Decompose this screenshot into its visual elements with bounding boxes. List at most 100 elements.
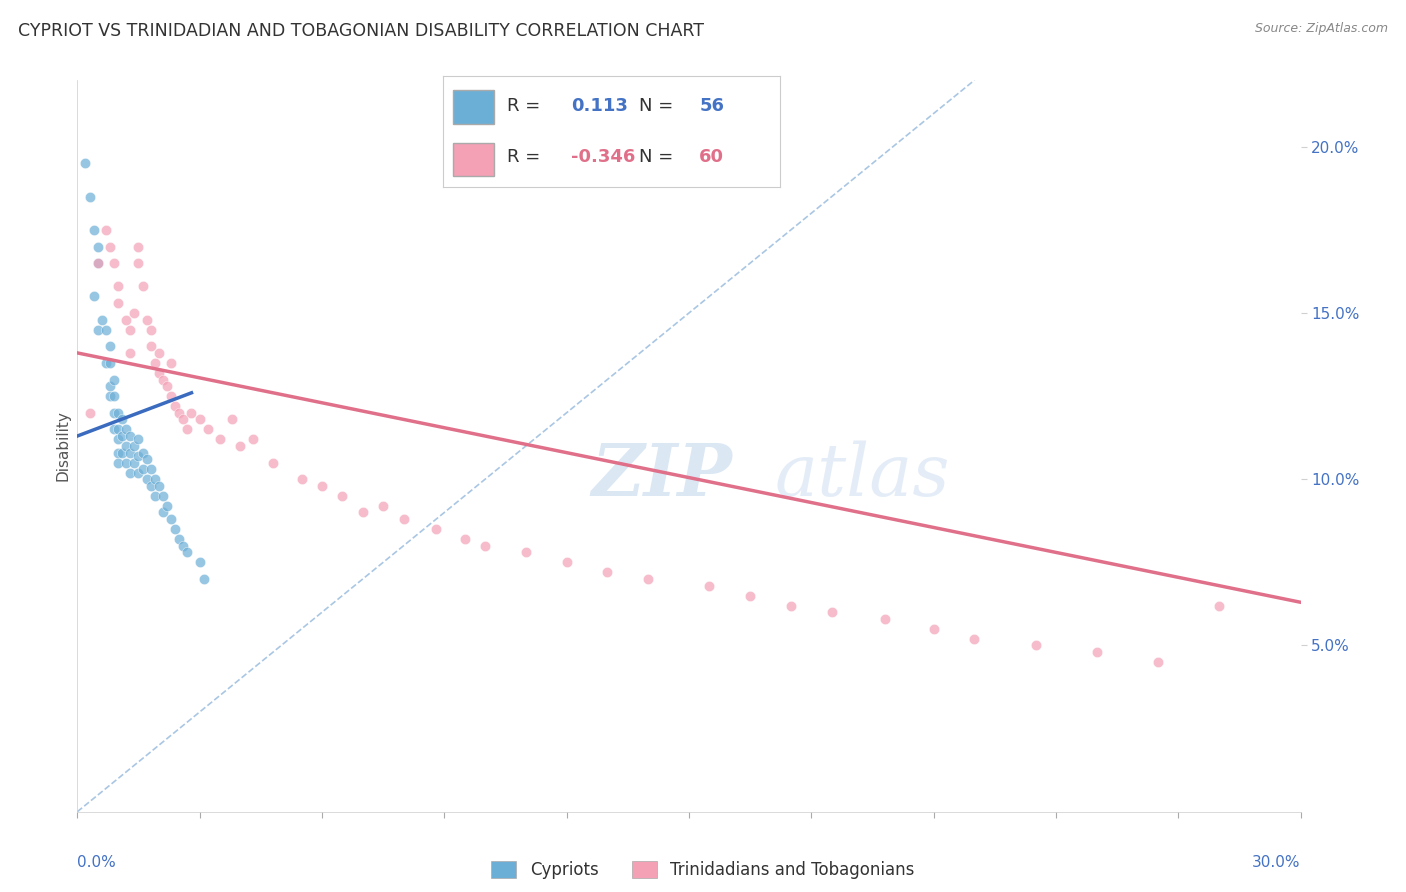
Point <box>152 506 174 520</box>
Point <box>135 452 157 467</box>
Point <box>176 422 198 436</box>
Point <box>352 506 374 520</box>
Point <box>1085 645 1108 659</box>
Point <box>83 289 105 303</box>
Point <box>242 433 264 447</box>
Point <box>107 456 129 470</box>
Y-axis label: Disability: Disability <box>55 410 70 482</box>
Point <box>94 323 117 337</box>
Text: ZIP: ZIP <box>591 440 733 511</box>
Text: R =: R = <box>508 97 540 115</box>
FancyBboxPatch shape <box>453 90 494 124</box>
Point <box>637 572 659 586</box>
Point <box>120 445 142 459</box>
Point <box>124 456 146 470</box>
Text: atlas: atlas <box>775 440 950 510</box>
Point <box>128 449 150 463</box>
Point <box>143 489 166 503</box>
Point <box>160 512 183 526</box>
Point <box>135 472 157 486</box>
Point <box>555 555 578 569</box>
Point <box>169 406 191 420</box>
Point <box>209 433 232 447</box>
Point <box>740 589 762 603</box>
Point <box>165 399 187 413</box>
Point <box>821 605 844 619</box>
Point <box>131 462 153 476</box>
Point <box>332 489 354 503</box>
Point <box>143 356 166 370</box>
Text: 0.0%: 0.0% <box>77 855 117 870</box>
Point <box>371 499 394 513</box>
Point <box>120 466 142 480</box>
Point <box>221 412 243 426</box>
Point <box>128 433 150 447</box>
Point <box>128 239 150 253</box>
Point <box>515 545 537 559</box>
Point <box>87 239 110 253</box>
Point <box>156 379 179 393</box>
Text: Source: ZipAtlas.com: Source: ZipAtlas.com <box>1254 22 1388 36</box>
Point <box>1208 599 1230 613</box>
Text: CYPRIOT VS TRINIDADIAN AND TOBAGONIAN DISABILITY CORRELATION CHART: CYPRIOT VS TRINIDADIAN AND TOBAGONIAN DI… <box>18 22 704 40</box>
Text: 30.0%: 30.0% <box>1253 855 1301 870</box>
Point <box>156 499 179 513</box>
Point <box>111 429 134 443</box>
Point <box>115 439 138 453</box>
Point <box>124 439 146 453</box>
Point <box>392 512 415 526</box>
Point <box>143 472 166 486</box>
Point <box>135 312 157 326</box>
Point <box>87 256 110 270</box>
Point <box>139 479 162 493</box>
Point <box>780 599 803 613</box>
Point <box>103 256 125 270</box>
Point <box>193 572 215 586</box>
Point <box>165 522 187 536</box>
Point <box>197 422 219 436</box>
Point <box>139 462 162 476</box>
Point <box>474 539 496 553</box>
Point <box>115 312 138 326</box>
Point <box>152 489 174 503</box>
Point <box>120 323 142 337</box>
Point <box>291 472 314 486</box>
Point <box>311 479 333 493</box>
Text: 56: 56 <box>699 97 724 115</box>
Point <box>128 256 150 270</box>
Point <box>262 456 284 470</box>
Point <box>148 346 170 360</box>
Point <box>176 545 198 559</box>
Point <box>75 156 97 170</box>
FancyBboxPatch shape <box>453 143 494 177</box>
Point <box>152 372 174 386</box>
Point <box>454 532 477 546</box>
Point <box>98 389 121 403</box>
Point <box>229 439 252 453</box>
Text: -0.346: -0.346 <box>571 148 636 166</box>
Point <box>425 522 447 536</box>
Point <box>103 406 125 420</box>
Point <box>94 356 117 370</box>
Point <box>124 306 146 320</box>
Point <box>111 445 134 459</box>
Point <box>79 189 101 203</box>
Point <box>107 279 129 293</box>
Point <box>107 296 129 310</box>
Point <box>172 539 194 553</box>
Point <box>115 422 138 436</box>
Point <box>107 433 129 447</box>
Point <box>172 412 194 426</box>
Point <box>107 445 129 459</box>
Point <box>160 356 183 370</box>
Point <box>922 622 945 636</box>
Point <box>87 323 110 337</box>
Point <box>160 389 183 403</box>
Point <box>103 389 125 403</box>
Text: 60: 60 <box>699 148 724 166</box>
Point <box>120 346 142 360</box>
Point <box>98 356 121 370</box>
Point <box>107 406 129 420</box>
Point <box>596 566 619 580</box>
Text: N =: N = <box>638 97 673 115</box>
